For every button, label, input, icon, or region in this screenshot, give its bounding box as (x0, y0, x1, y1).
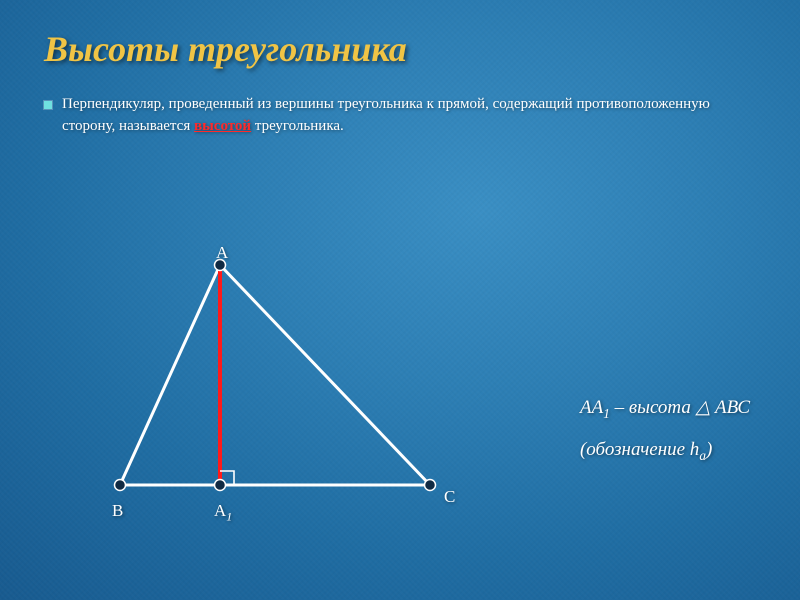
formula-l2-pre: (обозначение h (580, 439, 699, 460)
formula-line-2: (обозначение ha) (580, 432, 750, 468)
formula-l1-post: – высота △ АВС (610, 397, 750, 418)
formula-l1-sub: 1 (603, 406, 610, 421)
vertex-label-B: В (112, 501, 123, 521)
definition-text: Перпендикуляр, проведенный из вершины тр… (62, 94, 756, 138)
vertex-label-A1: А1 (214, 501, 232, 524)
triangle-diagram: А В С А1 (70, 235, 510, 535)
definition-keyword: высотой (194, 118, 251, 134)
formula-block: АА1 – высота △ АВС (обозначение ha) (580, 390, 750, 468)
definition-pre: Перпендикуляр, проведенный из вершины тр… (62, 96, 710, 134)
formula-l1-pre: АА (580, 397, 603, 418)
formula-l2-post: ) (706, 439, 712, 460)
vertex-label-C: С (444, 487, 455, 507)
definition-post: треугольника. (251, 118, 344, 134)
slide-title: Высоты треугольника (44, 28, 756, 70)
formula-l2-sub: a (699, 448, 706, 463)
vertex-label-A: А (216, 243, 228, 263)
bullet-icon (44, 101, 52, 109)
formula-line-1: АА1 – высота △ АВС (580, 390, 750, 426)
definition-row: Перпендикуляр, проведенный из вершины тр… (44, 94, 756, 138)
